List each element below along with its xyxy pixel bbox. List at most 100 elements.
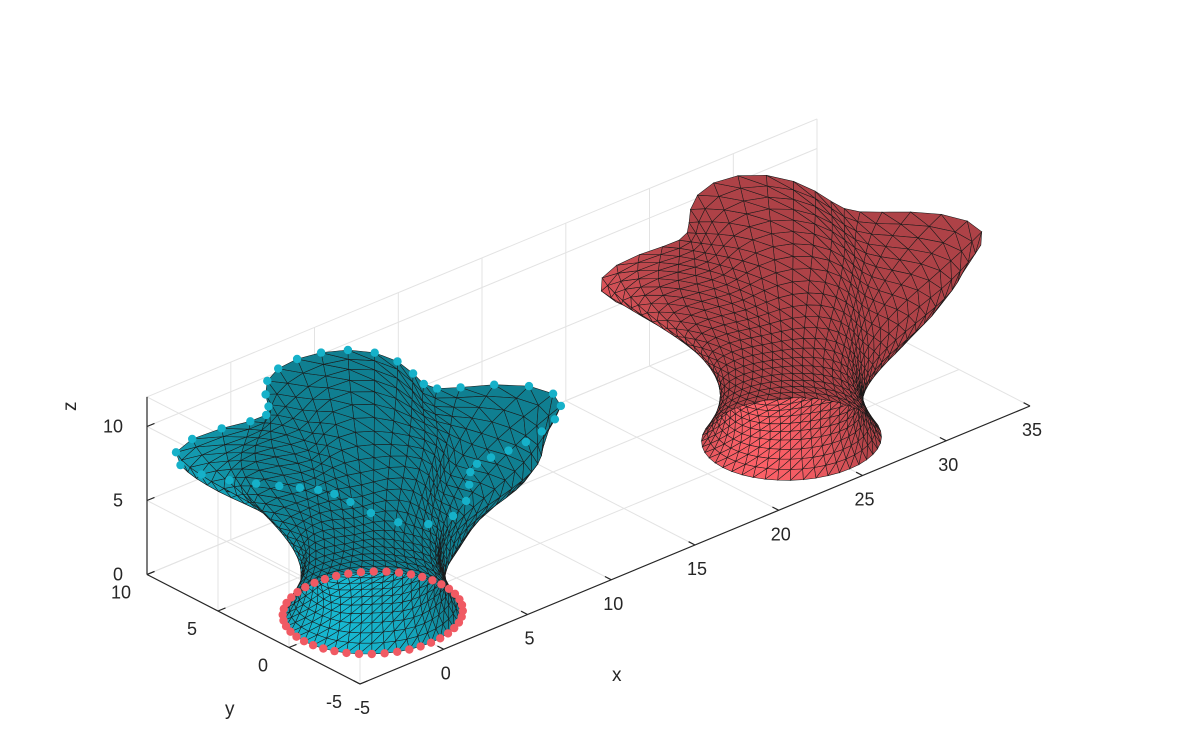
mesh-face bbox=[459, 438, 473, 456]
x-tick-label: 0 bbox=[441, 663, 451, 683]
top-boundary-marker bbox=[314, 485, 323, 494]
mesh-face bbox=[429, 531, 437, 545]
mesh-face bbox=[344, 534, 355, 543]
mesh-face bbox=[362, 538, 374, 548]
mesh-face bbox=[858, 336, 864, 351]
mesh-face bbox=[781, 373, 793, 381]
mesh-face bbox=[436, 536, 440, 550]
mesh-face bbox=[875, 266, 893, 281]
x-tick-label: -5 bbox=[354, 698, 370, 718]
mesh-face bbox=[537, 444, 542, 465]
mesh-face bbox=[820, 304, 835, 320]
mesh-face bbox=[515, 397, 539, 418]
mesh-face bbox=[461, 527, 468, 543]
mesh-face bbox=[396, 387, 413, 409]
mesh-face bbox=[422, 392, 436, 408]
mesh-face bbox=[416, 564, 430, 576]
mesh-face bbox=[439, 479, 447, 495]
mesh-face bbox=[471, 417, 493, 434]
top-boundary-marker bbox=[448, 511, 458, 521]
mesh-face bbox=[448, 518, 456, 534]
mesh-face bbox=[822, 366, 833, 378]
mesh-face bbox=[894, 339, 908, 355]
mesh-face bbox=[440, 532, 444, 546]
mesh-face bbox=[878, 290, 893, 306]
mesh-face bbox=[868, 309, 878, 325]
bottom-boundary-marker bbox=[292, 632, 301, 641]
mesh-face bbox=[372, 546, 385, 555]
mesh-face bbox=[854, 247, 867, 264]
mesh-face bbox=[458, 534, 468, 549]
mesh-face bbox=[849, 349, 855, 364]
mesh-face bbox=[813, 380, 826, 390]
mesh-face bbox=[975, 231, 982, 254]
bottom-boundary-marker bbox=[380, 649, 389, 658]
mesh-face bbox=[315, 547, 325, 557]
mesh-face bbox=[722, 396, 728, 406]
top-boundary-marker bbox=[366, 508, 376, 518]
mesh-face bbox=[433, 482, 438, 499]
mesh-face bbox=[396, 378, 413, 401]
mesh-face bbox=[860, 327, 868, 343]
mesh-face bbox=[855, 298, 863, 316]
mesh-face bbox=[442, 493, 455, 507]
grid-line bbox=[146, 118, 818, 398]
mesh-face bbox=[868, 345, 875, 361]
mesh-face bbox=[861, 271, 873, 287]
mesh-face bbox=[859, 211, 883, 224]
mesh-face bbox=[734, 365, 745, 375]
mesh-face bbox=[362, 521, 374, 532]
bottom-boundary-marker bbox=[367, 649, 376, 659]
mesh-face bbox=[852, 264, 863, 282]
mesh-face bbox=[814, 223, 833, 241]
top-boundary-marker bbox=[188, 434, 197, 444]
mesh-face bbox=[503, 409, 525, 429]
mesh-face bbox=[448, 433, 461, 451]
axes bbox=[146, 396, 1031, 685]
mesh-face bbox=[658, 271, 679, 281]
z-tick-label: 5 bbox=[113, 491, 123, 511]
mesh-face bbox=[843, 257, 854, 275]
mesh-face bbox=[422, 553, 433, 565]
mesh-face bbox=[752, 369, 763, 378]
mesh-face bbox=[843, 345, 851, 359]
mesh-face bbox=[305, 554, 311, 564]
mesh-face bbox=[372, 529, 385, 540]
mesh-face bbox=[830, 200, 845, 218]
mesh-face bbox=[476, 497, 489, 514]
mesh-face bbox=[856, 367, 860, 381]
mesh-face bbox=[831, 208, 845, 226]
mesh-face bbox=[863, 354, 869, 369]
mesh-face bbox=[887, 318, 899, 335]
bottom-boundary-marker bbox=[287, 593, 296, 602]
mesh-face bbox=[896, 309, 909, 326]
y-tick-label: -5 bbox=[326, 692, 342, 712]
mesh-face bbox=[332, 557, 343, 565]
mesh-face bbox=[339, 561, 352, 569]
mesh-face bbox=[224, 436, 248, 446]
mesh-face bbox=[959, 250, 969, 272]
mesh-face bbox=[853, 307, 860, 324]
mesh-face bbox=[881, 211, 912, 225]
top-boundary-marker bbox=[461, 496, 471, 506]
mesh-face bbox=[852, 379, 859, 392]
mesh-face bbox=[227, 452, 242, 462]
mesh-face bbox=[848, 291, 857, 310]
mesh-face bbox=[428, 475, 435, 493]
mesh-face bbox=[475, 505, 489, 521]
mesh-face bbox=[393, 547, 406, 558]
mesh-face bbox=[435, 444, 445, 464]
mesh-face bbox=[850, 282, 859, 301]
mesh-face bbox=[860, 384, 864, 398]
top-boundary-marker bbox=[262, 410, 271, 420]
mesh-face bbox=[771, 366, 783, 375]
mesh-face bbox=[818, 316, 832, 330]
mesh-face bbox=[830, 318, 842, 334]
mesh-face bbox=[815, 198, 833, 217]
bottom-boundary-marker bbox=[406, 570, 416, 579]
bottom-boundary-marker bbox=[382, 567, 391, 576]
top-boundary-marker bbox=[370, 348, 379, 357]
y-tick bbox=[288, 643, 297, 649]
mesh-face bbox=[457, 515, 467, 531]
